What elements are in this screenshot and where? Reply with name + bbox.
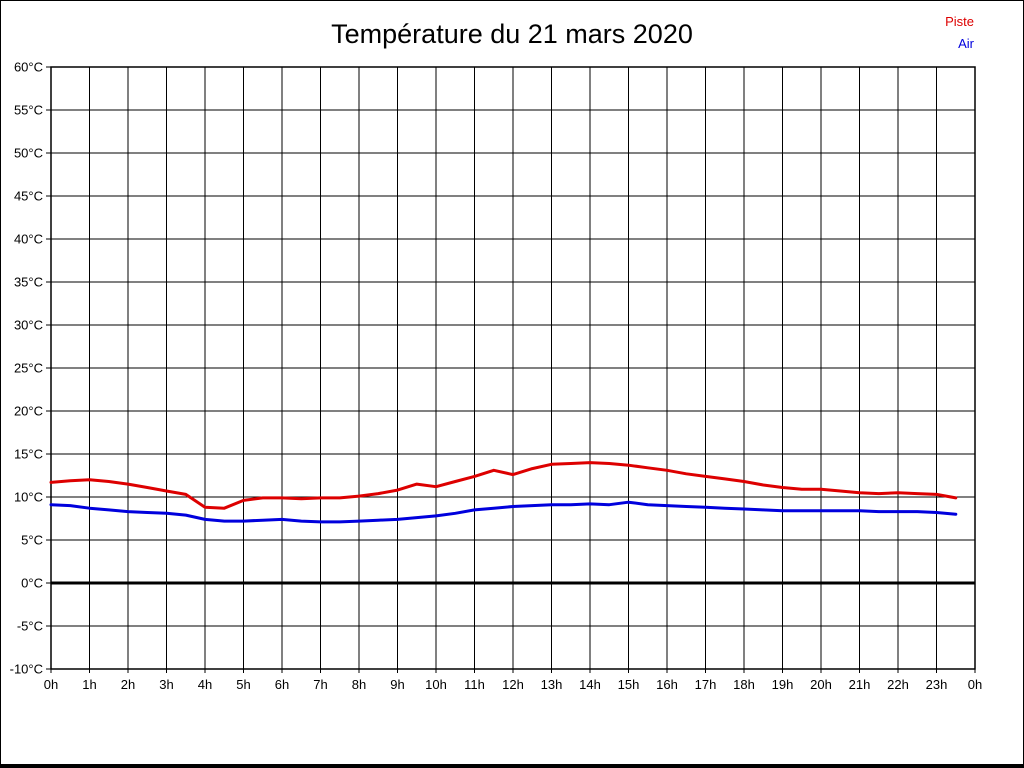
x-tick-label: 7h bbox=[313, 677, 327, 692]
x-tick-label: 3h bbox=[159, 677, 173, 692]
x-tick-label: 10h bbox=[425, 677, 447, 692]
x-tick-label: 4h bbox=[198, 677, 212, 692]
x-tick-label: 9h bbox=[390, 677, 404, 692]
x-tick-label: 18h bbox=[733, 677, 755, 692]
x-tick-label: 17h bbox=[695, 677, 717, 692]
x-tick-label: 14h bbox=[579, 677, 601, 692]
legend-item-air: Air bbox=[958, 36, 974, 51]
x-tick-label: 22h bbox=[887, 677, 909, 692]
x-tick-label: 12h bbox=[502, 677, 524, 692]
x-tick-label: 0h bbox=[44, 677, 58, 692]
y-tick-label: 15°C bbox=[14, 447, 43, 462]
y-tick-label: 35°C bbox=[14, 275, 43, 290]
plot-border bbox=[50, 66, 976, 670]
x-tick-label: 1h bbox=[82, 677, 96, 692]
x-tick-label: 5h bbox=[236, 677, 250, 692]
y-tick-label: 45°C bbox=[14, 189, 43, 204]
air-line bbox=[49, 500, 958, 524]
x-tick-label: 21h bbox=[849, 677, 871, 692]
x-tick-label: 15h bbox=[618, 677, 640, 692]
y-tick-label: 40°C bbox=[14, 232, 43, 247]
y-tick-label: -10°C bbox=[10, 662, 43, 677]
x-tick-label: 16h bbox=[656, 677, 678, 692]
y-tick-label: 25°C bbox=[14, 361, 43, 376]
y-tick-label: 20°C bbox=[14, 404, 43, 419]
y-tick-label: -5°C bbox=[17, 619, 43, 634]
x-tick-label: 2h bbox=[121, 677, 135, 692]
x-tick-label: 0h bbox=[968, 677, 982, 692]
x-tick-label: 23h bbox=[926, 677, 948, 692]
x-tick-label: 8h bbox=[352, 677, 366, 692]
legend-item-piste: Piste bbox=[945, 14, 974, 29]
y-tick-label: 60°C bbox=[14, 60, 43, 75]
x-tick-label: 13h bbox=[541, 677, 563, 692]
y-tick-label: 10°C bbox=[14, 490, 43, 505]
x-tick-label: 11h bbox=[464, 677, 485, 692]
x-tick-label: 20h bbox=[810, 677, 832, 692]
piste-line bbox=[49, 461, 958, 510]
x-tick-label: 19h bbox=[772, 677, 794, 692]
y-tick-label: 55°C bbox=[14, 103, 43, 118]
y-tick-label: 0°C bbox=[21, 576, 43, 591]
bottom-border-bar bbox=[1, 764, 1023, 767]
x-tick-label: 6h bbox=[275, 677, 289, 692]
chart-legend: Piste Air bbox=[945, 11, 974, 55]
y-tick-label: 30°C bbox=[14, 318, 43, 333]
chart-title: Température du 21 mars 2020 bbox=[331, 19, 693, 49]
y-tick-label: 50°C bbox=[14, 146, 43, 161]
y-tick-label: 5°C bbox=[21, 533, 43, 548]
